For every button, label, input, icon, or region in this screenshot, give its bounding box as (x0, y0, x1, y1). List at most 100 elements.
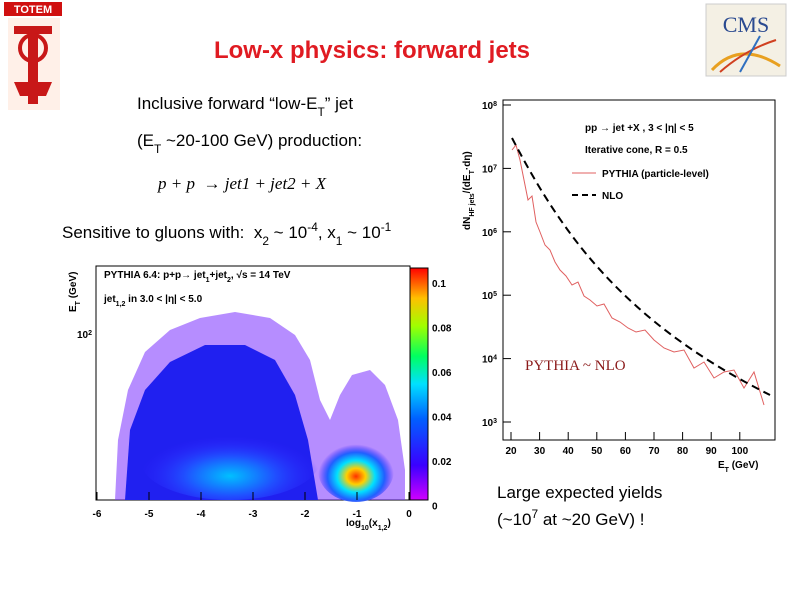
y-tick-label: 106 (482, 227, 497, 239)
supscript: 7 (493, 164, 497, 171)
subscript: 1 (336, 234, 343, 248)
x-tick-label: 40 (563, 446, 575, 457)
text-run: 10 (482, 101, 494, 112)
text-run: Sensitive to gluons with: x (62, 223, 263, 242)
text-run: dN (462, 217, 473, 230)
pythia-histogram (511, 143, 765, 406)
text-run: ~20-100 GeV) production: (161, 131, 362, 150)
process: p + p → jet1 + jet2 + X (157, 174, 327, 193)
x-axis-label: log10(x1,2) (346, 518, 391, 532)
text-run: , √s = 14 TeV (231, 270, 291, 281)
text-run: Large expected yields (497, 483, 662, 502)
text-run: 10 (482, 291, 494, 302)
logo-w (14, 82, 52, 96)
y-tick-label: 102 (77, 330, 92, 342)
text-run: Inclusive forward “low-E (137, 94, 317, 113)
x-tick-label: -2 (301, 509, 310, 520)
cms-logo: CMS (705, 3, 787, 77)
logo-band (4, 2, 62, 16)
subscript: T (725, 467, 730, 474)
text-run: log (346, 518, 361, 529)
x-tick-label: -1 (353, 509, 362, 520)
x-tick-label: -4 (197, 509, 206, 520)
text-run: 10 (482, 418, 494, 429)
text-run: ” jet (325, 94, 354, 113)
text-run: 10 (482, 164, 494, 175)
logo-text: TOTEM (14, 4, 52, 16)
subscript: T (75, 300, 82, 305)
supscript: 4 (493, 354, 497, 361)
supscript: 3 (493, 418, 497, 425)
text-run: E (718, 460, 725, 471)
density-peak (318, 438, 394, 502)
y-axis-label: ET (GeV) (68, 272, 82, 312)
totem-logo: TOTEM (4, 2, 62, 110)
x-tick-label: -5 (145, 509, 154, 520)
legend-entry: NLO (602, 191, 623, 202)
supscript: 8 (493, 101, 497, 108)
subscript: T (469, 169, 476, 174)
text-run: /(dE (462, 174, 473, 193)
text-run: (E (137, 131, 154, 150)
legend-subtitle: Iterative cone, R = 0.5 (585, 145, 688, 156)
logo-text: CMS (723, 12, 769, 37)
text-run: ) (387, 518, 390, 529)
text-run: (GeV) (729, 460, 758, 471)
x-tick-label: -3 (249, 509, 258, 520)
supscript: 2 (88, 330, 92, 337)
supscript: 7 (532, 507, 539, 521)
y-tick-label: 104 (482, 354, 497, 366)
colorbar-tick-label: 0 (432, 502, 438, 513)
x-tick-label: 80 (677, 446, 689, 457)
plot-note: PYTHIA ~ NLO (525, 358, 626, 374)
legend-entry: PYTHIA (particle-level) (602, 169, 709, 180)
text-run: 10 (77, 330, 89, 341)
subscript: T (154, 142, 161, 156)
text-run: in 3.0 < |η| < 5.0 (125, 294, 202, 305)
intro-line: Inclusive forward “low-ET” jet (137, 94, 353, 119)
text-run: 10 (482, 228, 494, 239)
logo-track (719, 39, 777, 73)
text-run: (x (369, 518, 378, 529)
x-axis-label: ET (GeV) (718, 460, 758, 474)
left-plot: PYTHIA 6.4: p+p→ jet1+jet2, √s = 14 TeV … (68, 265, 452, 532)
plot-header: PYTHIA 6.4: p+p→ jet1+jet2, √s = 14 TeV (104, 270, 291, 284)
colorbar-tick-label: 0.04 (432, 413, 452, 424)
intro-line: (ET ~20-100 GeV) production: (137, 131, 362, 156)
plot-frame (502, 99, 776, 441)
subscript: 1,2 (378, 525, 388, 532)
logo-ring (18, 33, 48, 63)
y-tick-label: 107 (482, 164, 497, 176)
legend-title: pp → jet +X , 3 < |η| < 5 (585, 123, 694, 134)
colorbar-tick-label: 0.06 (432, 368, 452, 379)
text-run: E (68, 305, 79, 312)
x-tick-label: 60 (620, 446, 632, 457)
text-run: +jet (210, 270, 228, 281)
density-peak (140, 420, 320, 500)
subscript: 1,2 (116, 301, 126, 308)
text-run: , x (318, 223, 336, 242)
x-tick-label: -6 (93, 509, 102, 520)
supscript: -4 (307, 220, 318, 234)
yields-line: Large expected yields (497, 483, 662, 502)
text-run: (~10 (497, 510, 532, 529)
sensitive: Sensitive to gluons with: x2 ~ 10-4, x1 … (62, 220, 392, 248)
subscript: 2 (227, 277, 231, 284)
x-tick-label: 90 (706, 446, 718, 457)
text-run: jet (103, 294, 116, 305)
right-plot: pp → jet +X , 3 < |η| < 5 Iterative cone… (462, 99, 776, 474)
nlo-curve (511, 137, 771, 396)
colorbar-tick-label: 0.08 (432, 324, 452, 335)
colorbar-tick-label: 0.02 (432, 457, 452, 468)
text-run: ·dη) (462, 151, 473, 170)
text-run: at ~20 GeV) ! (538, 510, 644, 529)
colorbar (409, 267, 429, 501)
text-run: PYTHIA 6.4: p+p→ jet (104, 270, 206, 281)
text-run: (GeV) (68, 272, 79, 301)
x-tick-label: 30 (534, 446, 546, 457)
x-tick-label: 20 (505, 446, 517, 457)
supscript: 5 (493, 291, 497, 298)
y-tick-label: 105 (482, 291, 497, 303)
y-tick-label: 108 (482, 101, 497, 113)
